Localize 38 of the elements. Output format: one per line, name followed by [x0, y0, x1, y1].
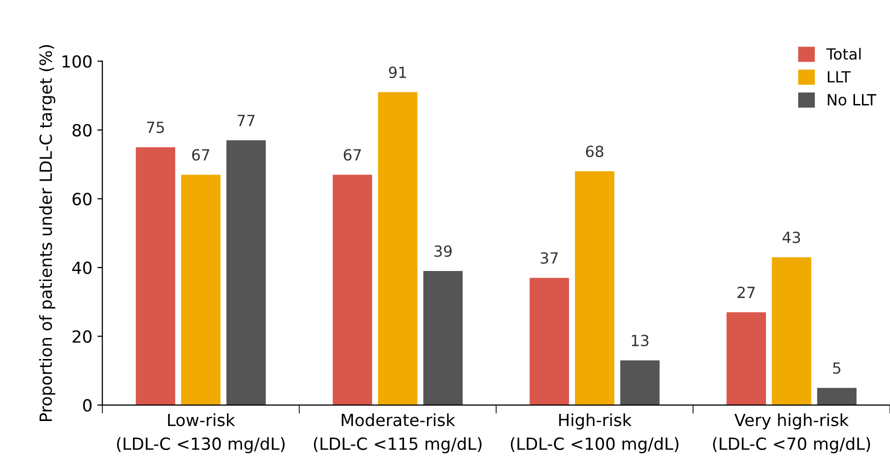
- data-label: 68: [586, 146, 604, 158]
- y-tick-label: 0: [83, 399, 92, 412]
- data-label: 27: [738, 286, 755, 298]
- data-label: 91: [388, 66, 406, 78]
- bar: [423, 270, 463, 406]
- data-label: 13: [632, 334, 648, 346]
- bar: [817, 388, 857, 406]
- x-tick-label: Very high-risk (LDL-C <70 mg/dL): [713, 413, 870, 454]
- bar: [136, 147, 176, 406]
- bar: [574, 171, 614, 406]
- bar: [181, 174, 220, 406]
- y-tick-label: 100: [62, 55, 92, 68]
- data-label: 37: [540, 252, 558, 264]
- bar: [726, 312, 766, 406]
- data-label: 77: [238, 114, 255, 126]
- bar: [378, 92, 418, 406]
- y-axis-title: Proportion of patients under LDL-C target (%): [39, 45, 56, 421]
- bar: [332, 174, 372, 406]
- bar: [226, 140, 266, 406]
- data-label: 43: [782, 232, 800, 244]
- bar: [772, 257, 812, 406]
- legend-label: Total: [826, 48, 861, 60]
- data-label: 67: [192, 149, 210, 161]
- legend-label: LLT: [828, 71, 851, 82]
- x-tick-label: Moderate-risk (LDL-C <115 mg/dL): [314, 413, 482, 454]
- y-tick-label: 80: [72, 124, 92, 137]
- bar: [620, 360, 660, 406]
- data-label: 75: [147, 122, 164, 134]
- y-tick-label: 60: [72, 192, 92, 206]
- y-tick-label: 20: [72, 330, 92, 343]
- y-tick-label: 40: [72, 261, 92, 274]
- data-label: 39: [434, 245, 452, 257]
- bar: [530, 278, 570, 406]
- x-tick-label: High-risk (LDL-C <100 mg/dL): [510, 413, 678, 454]
- data-label: 67: [344, 149, 361, 161]
- legend-label: No LLT: [828, 94, 876, 106]
- data-label: 5: [833, 362, 840, 374]
- x-tick-label: Low-risk (LDL-C <130 mg/dL): [117, 413, 285, 454]
